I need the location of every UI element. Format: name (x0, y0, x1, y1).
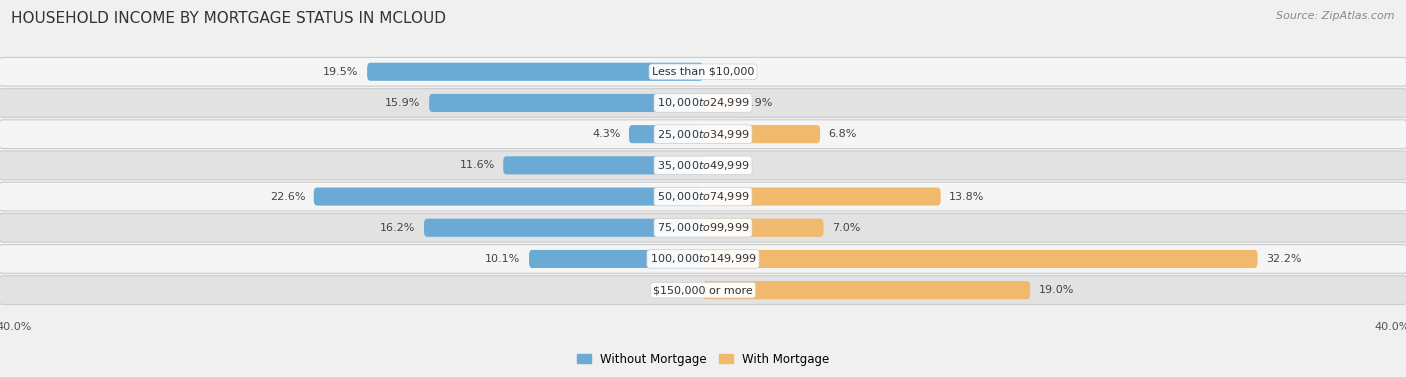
Text: 16.2%: 16.2% (380, 223, 415, 233)
FancyBboxPatch shape (0, 57, 1406, 86)
FancyBboxPatch shape (529, 250, 703, 268)
Text: 0.0%: 0.0% (711, 67, 740, 77)
Text: HOUSEHOLD INCOME BY MORTGAGE STATUS IN MCLOUD: HOUSEHOLD INCOME BY MORTGAGE STATUS IN M… (11, 11, 446, 26)
Text: 7.0%: 7.0% (832, 223, 860, 233)
Text: Source: ZipAtlas.com: Source: ZipAtlas.com (1277, 11, 1395, 21)
Text: $35,000 to $49,999: $35,000 to $49,999 (657, 159, 749, 172)
FancyBboxPatch shape (703, 281, 1031, 299)
FancyBboxPatch shape (429, 94, 703, 112)
Text: 0.0%: 0.0% (711, 160, 740, 170)
FancyBboxPatch shape (0, 245, 1406, 273)
Text: 32.2%: 32.2% (1267, 254, 1302, 264)
Text: 0.0%: 0.0% (666, 285, 695, 295)
FancyBboxPatch shape (628, 125, 703, 143)
FancyBboxPatch shape (367, 63, 703, 81)
Text: 4.3%: 4.3% (592, 129, 620, 139)
Text: $10,000 to $24,999: $10,000 to $24,999 (657, 97, 749, 109)
Text: 15.9%: 15.9% (385, 98, 420, 108)
Legend: Without Mortgage, With Mortgage: Without Mortgage, With Mortgage (572, 348, 834, 371)
Text: 11.6%: 11.6% (460, 160, 495, 170)
FancyBboxPatch shape (0, 213, 1406, 242)
Text: $25,000 to $34,999: $25,000 to $34,999 (657, 128, 749, 141)
Text: 6.8%: 6.8% (828, 129, 858, 139)
FancyBboxPatch shape (703, 187, 941, 205)
FancyBboxPatch shape (0, 151, 1406, 180)
Text: $75,000 to $99,999: $75,000 to $99,999 (657, 221, 749, 234)
FancyBboxPatch shape (425, 219, 703, 237)
Text: $100,000 to $149,999: $100,000 to $149,999 (650, 253, 756, 265)
FancyBboxPatch shape (0, 276, 1406, 305)
Text: 10.1%: 10.1% (485, 254, 520, 264)
Text: 22.6%: 22.6% (270, 192, 305, 202)
Text: 19.5%: 19.5% (323, 67, 359, 77)
FancyBboxPatch shape (0, 182, 1406, 211)
FancyBboxPatch shape (703, 125, 820, 143)
Text: $150,000 or more: $150,000 or more (654, 285, 752, 295)
FancyBboxPatch shape (0, 120, 1406, 149)
FancyBboxPatch shape (0, 89, 1406, 117)
FancyBboxPatch shape (503, 156, 703, 175)
Text: 19.0%: 19.0% (1039, 285, 1074, 295)
FancyBboxPatch shape (314, 187, 703, 205)
FancyBboxPatch shape (703, 94, 735, 112)
Text: Less than $10,000: Less than $10,000 (652, 67, 754, 77)
FancyBboxPatch shape (703, 250, 1257, 268)
Text: 1.9%: 1.9% (744, 98, 773, 108)
Text: $50,000 to $74,999: $50,000 to $74,999 (657, 190, 749, 203)
Text: 13.8%: 13.8% (949, 192, 984, 202)
FancyBboxPatch shape (703, 219, 824, 237)
